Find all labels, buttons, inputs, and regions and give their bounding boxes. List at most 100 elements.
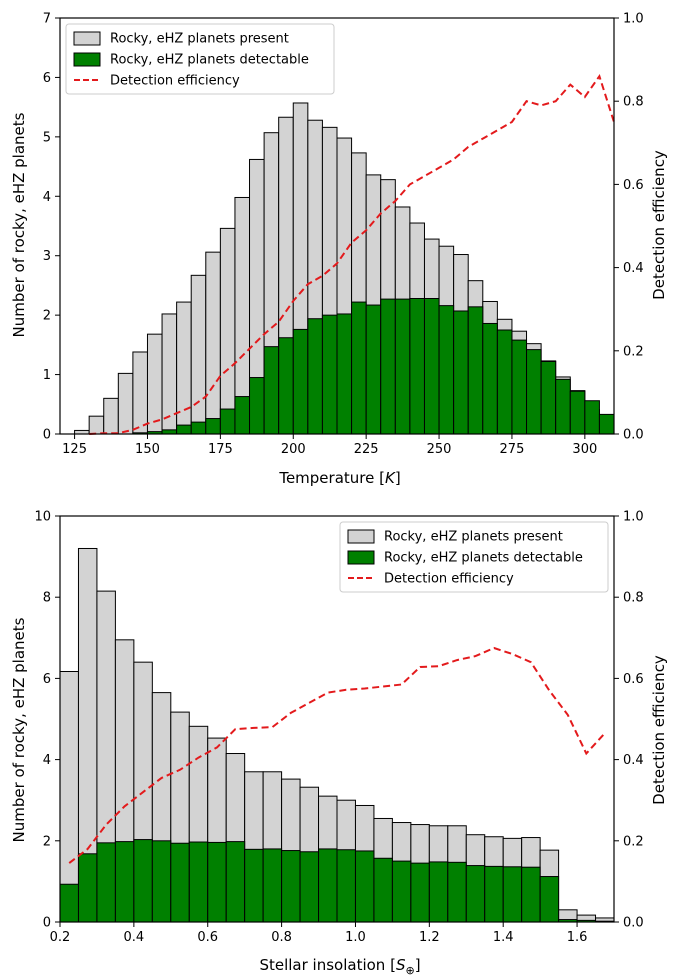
y-axis-right-label: Detection efficiency [650,150,668,300]
bar-detectable [502,866,523,923]
bar-detectable [170,842,190,923]
legend-label: Rocky, eHZ planets detectable [384,551,583,566]
y-right-tick-label: 0.4 [623,261,644,276]
bar-detectable [409,298,425,435]
bar-detectable [526,349,542,435]
x-tick-label: 0.6 [197,930,218,945]
x-tick-label: 0.4 [124,930,145,945]
bar-detectable [190,421,207,435]
bar-present [219,227,236,435]
bar-detectable [365,304,382,435]
histogram-bars [59,547,615,923]
bar-detectable [465,865,486,923]
bar-detectable [511,339,528,435]
bar-detectable [244,848,264,923]
bar-detectable [354,850,375,923]
legend-swatch [73,52,101,67]
legend-swatch [347,550,375,565]
bar-present [176,301,192,435]
y-right-tick-label: 0.8 [623,591,644,606]
bar-detectable [394,298,411,435]
y-right-tick-label: 0.8 [623,95,644,110]
bar-detectable [59,883,79,923]
legend: Rocky, eHZ planets present Rocky, eHZ pla… [65,23,335,95]
bar-detectable [263,346,280,435]
chart-insolation: 0.2 0.4 0.6 0.8 1.0 1.2 1.4 1.6 0 2 4 6 8 10 0.0 0.2 0.4… [10,510,668,976]
bar-detectable [278,337,294,435]
x-tick-label: 1.6 [567,930,588,945]
bar-detectable [114,841,135,923]
y-right-tick-label: 1.0 [623,12,644,27]
bar-detectable [453,310,469,435]
x-tick-label: 300 [572,442,597,457]
bar-detectable [281,850,301,923]
axes: 125 150 175 200 225 250 275 300 0 1 2 3 4 5 6 7 0.0 0.2 0.… [43,12,644,458]
x-tick-label: 1.4 [493,930,514,945]
bar-detectable [521,866,541,923]
legend-swatch [347,529,375,544]
bar-detectable [161,429,178,435]
bar-detectable [380,298,396,435]
legend-box [65,23,335,95]
y-tick-label: 6 [43,71,51,86]
bar-detectable [428,861,449,923]
bar-detectable [351,301,367,435]
bar-detectable [598,413,615,435]
x-tick-label: 1.0 [345,930,366,945]
bar-present [190,274,207,435]
y-tick-label: 0 [43,916,51,931]
legend-box [339,521,609,593]
bar-detectable [77,853,98,923]
bar-present [103,397,119,435]
bar-detectable [321,314,338,435]
bar-detectable [96,842,116,923]
y-right-tick-label: 0.2 [623,834,644,849]
bar-detectable [569,390,586,435]
x-tick-label: 125 [62,442,87,457]
bar-present [146,333,163,435]
y-tick-label: 10 [34,510,51,525]
bar-detectable [176,424,192,435]
y-right-tick-label: 0.2 [623,344,644,359]
efficiency-line-group [68,646,606,864]
bar-detectable [467,306,484,435]
legend-label: Rocky, eHZ planets detectable [110,53,309,68]
bar-detectable [447,861,467,923]
x-tick-label: 275 [500,442,525,457]
histogram-bars [74,102,615,435]
bar-detectable [151,840,172,923]
efficiency-line [89,73,615,435]
bar-detectable [225,841,246,923]
efficiency-line [68,646,606,864]
y-tick-label: 1 [43,368,51,383]
plot-frame [59,515,615,923]
bar-detectable [336,849,356,923]
bar-detectable [540,360,557,435]
bar-detectable [410,862,430,923]
bar-detectable [555,378,571,435]
bar-detectable [496,329,513,435]
bar-present [205,251,221,435]
y-tick-label: 6 [43,672,51,687]
x-tick-label: 1.2 [419,930,440,945]
y-axis-label: Number of rocky, eHZ planets [10,112,28,337]
x-axis-label: Stellar insolation [S⊕] [259,956,420,976]
bar-detectable [207,841,227,923]
bar-detectable [188,841,209,923]
y-axis-label: Number of rocky, eHZ planets [10,617,28,842]
legend-label: Rocky, eHZ planets present [384,530,563,545]
x-tick-label: 175 [208,442,233,457]
y-tick-label: 5 [43,130,51,145]
bar-detectable [299,851,320,923]
y-tick-label: 7 [43,12,51,27]
plot-frame [59,17,615,435]
y-tick-label: 0 [43,428,51,443]
bar-present [88,415,105,435]
bar-detectable [423,298,440,435]
bar-detectable [262,848,283,923]
bar-detectable [307,318,323,435]
bar-detectable [438,305,455,435]
legend-label: Detection efficiency [384,572,514,587]
bar-detectable [584,400,600,435]
